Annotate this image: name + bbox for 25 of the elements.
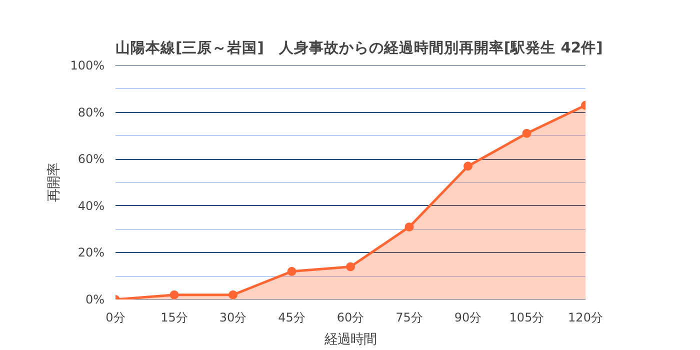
y-axis-title: 再開率 [46, 163, 62, 202]
point [170, 290, 179, 300]
y-tick-label: 100% [70, 58, 105, 72]
x-axis-title: 経過時間 [324, 332, 376, 348]
x-tick-label: 45分 [278, 310, 306, 324]
point [287, 266, 296, 276]
point [346, 262, 355, 272]
x-tick-label: 90分 [454, 310, 482, 324]
y-tick-label: 80% [78, 105, 104, 120]
x-tick-label: 120分 [568, 310, 603, 324]
x-tick-label: 105分 [509, 310, 544, 324]
y-tick-label: 0% [85, 292, 105, 306]
x-tick-label: 75分 [396, 310, 423, 324]
y-tick-label: 60% [78, 152, 104, 166]
point [522, 128, 532, 138]
x-tick-label: 15分 [160, 310, 188, 324]
chart-title: 山陽本線[三原～岩国] 人身事故からの経過時間別再開率[駅発生 42件] [116, 38, 603, 56]
point [404, 222, 414, 232]
y-tick-label: 20% [78, 246, 104, 260]
x-tick-label: 30分 [219, 310, 247, 324]
point [228, 290, 238, 300]
x-tick-label: 0分 [106, 310, 126, 324]
x-tick-label: 60分 [336, 310, 364, 324]
point [464, 162, 472, 171]
y-tick-label: 40% [78, 198, 104, 213]
